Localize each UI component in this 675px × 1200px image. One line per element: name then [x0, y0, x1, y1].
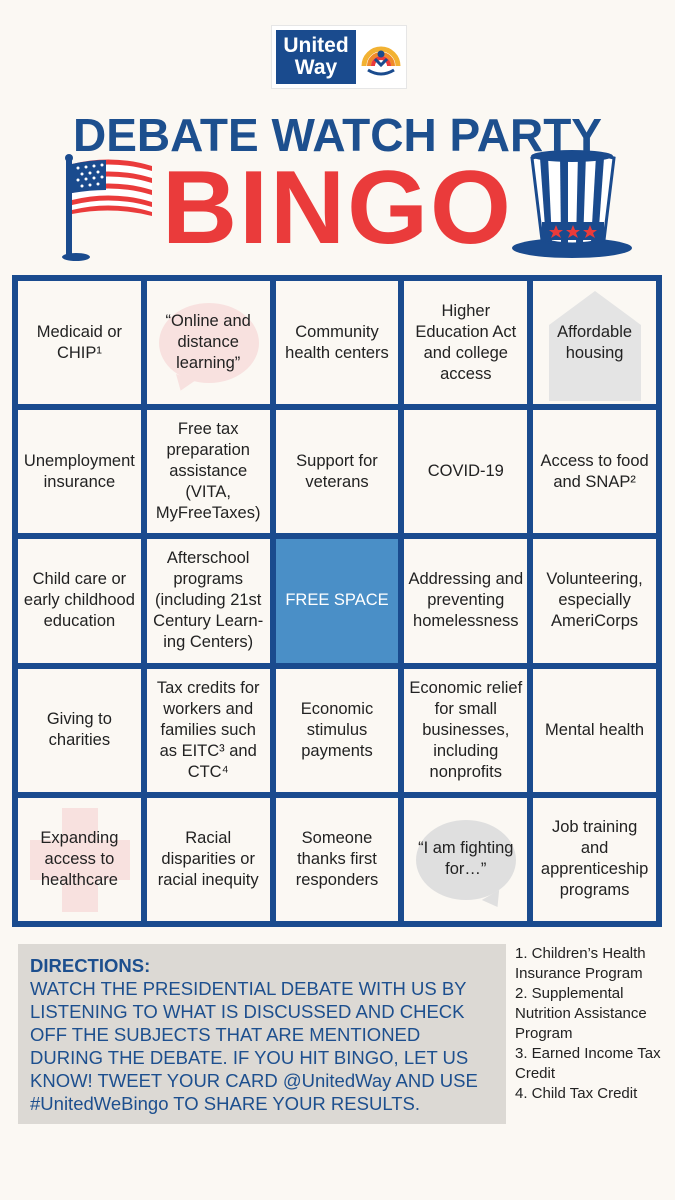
square-label: FREE SPACE: [285, 591, 389, 610]
page-title: DEBATE WATCH PARTY: [73, 109, 602, 161]
bingo-square[interactable]: Giving to charities: [18, 668, 141, 792]
us-flag-icon: [62, 154, 152, 261]
united-way-logo: United Way: [272, 26, 406, 88]
bingo-card: Medicaid or CHIP¹ “Online and distance l…: [12, 275, 662, 927]
square-label: Unemployment insurance: [23, 451, 135, 491]
square-label: Free tax preparation assistance (VITA, M…: [155, 420, 261, 523]
bingo-square[interactable]: Affordable housing: [533, 281, 656, 405]
square-label: Addressing and preventing homelessness: [408, 570, 524, 631]
square-label: Expanding access to healthcare: [40, 828, 119, 889]
square-label: Economic stimulus payments: [300, 699, 374, 760]
bingo-square[interactable]: COVID-19: [404, 410, 528, 534]
united-way-hand-icon: [361, 46, 401, 76]
bingo-square[interactable]: Medicaid or CHIP¹: [18, 281, 141, 405]
bingo-square[interactable]: Child care or early childhood education: [18, 539, 141, 663]
square-label: Someone thanks first responders: [295, 828, 379, 889]
bingo-square[interactable]: Addressing and preventing homelessness: [404, 539, 528, 663]
bingo-square[interactable]: Mental health: [533, 668, 656, 792]
bingo-square[interactable]: Economic stimulus payments: [275, 668, 399, 792]
logo-wordmark: United Way: [276, 30, 356, 84]
bingo-square[interactable]: Access to food and SNAP²: [533, 410, 656, 534]
bingo-square[interactable]: Tax credits for workers and families suc…: [146, 668, 270, 792]
bingo-square[interactable]: Volunteering, especially AmeriCorps: [533, 539, 656, 663]
footnote-3: 3. Earned Income Tax Credit: [515, 1045, 661, 1082]
square-label: Tax credits for workers and families suc…: [156, 678, 260, 781]
bingo-square[interactable]: Someone thanks first responders: [275, 797, 399, 921]
bingo-square[interactable]: Economic relief for small businesses, in…: [404, 668, 528, 792]
bingo-square[interactable]: Job training and apprenticeship programs: [533, 797, 656, 921]
directions-text: WATCH THE PRESIDENTIAL DEBATE WITH US BY…: [30, 978, 478, 1114]
bingo-square[interactable]: Racial disparities or racial inequity: [146, 797, 270, 921]
bingo-square[interactable]: Support for veterans: [275, 410, 399, 534]
house-icon: [549, 291, 642, 401]
bingo-square[interactable]: “I am fighting for…”: [404, 797, 528, 921]
speech-bubble-icon: [416, 819, 517, 900]
footnote-1: 1. Children’s Health Insurance Program: [515, 945, 646, 982]
square-label: “I am fighting for…”: [418, 839, 514, 879]
square-label: Giving to charities: [46, 710, 112, 750]
square-label: Higher Education Act and college access: [415, 301, 517, 383]
bingo-square[interactable]: Community health centers: [275, 281, 399, 405]
free-space-square[interactable]: FREE SPACE: [275, 539, 399, 663]
bingo-square[interactable]: “Online and distance learning”: [146, 281, 270, 405]
bingo-square[interactable]: Free tax preparation assistance (VITA, M…: [146, 410, 270, 534]
square-label: Affordable housing: [557, 322, 633, 362]
square-label: Support for veterans: [296, 451, 378, 491]
square-label: Economic relief for small businesses, in…: [409, 678, 523, 781]
footnotes: 1. Children’s Health Insurance Program 2…: [515, 944, 673, 1104]
square-label: Access to food and SNAP²: [540, 451, 649, 491]
directions-heading: DIRECTIONS:: [30, 955, 151, 976]
directions-box: DIRECTIONS: WATCH THE PRESIDENTIAL DEBAT…: [18, 944, 506, 1124]
bingo-square[interactable]: Afterschool programs (including 21st Cen…: [146, 539, 270, 663]
square-label: Child care or early childhood education: [23, 570, 135, 631]
logo-line-1: United: [283, 34, 349, 57]
square-label: Medicaid or CHIP¹: [36, 322, 123, 362]
footnote-2: 2. Supplemental Nutrition Assistance Pro…: [515, 985, 647, 1042]
bingo-square[interactable]: Higher Education Act and college access: [404, 281, 528, 405]
square-label: Afterschool programs (including 21st Cen…: [153, 549, 264, 652]
red-cross-icon: [30, 807, 130, 912]
square-label: Racial disparities or racial inequity: [157, 828, 259, 889]
bingo-square[interactable]: Unemployment insurance: [18, 410, 141, 534]
square-label: COVID-19: [427, 462, 504, 481]
square-label: “Online and distance learning”: [165, 312, 251, 373]
footnote-4: 4. Child Tax Credit: [515, 1085, 638, 1102]
speech-bubble-icon: [158, 303, 259, 383]
bingo-title: BINGO: [162, 150, 513, 266]
square-label: Community health centers: [285, 322, 389, 362]
logo-line-2: Way: [294, 56, 338, 79]
square-label: Mental health: [545, 720, 645, 739]
bingo-square[interactable]: Expanding access to healthcare: [18, 797, 141, 921]
square-label: Job training and apprenticeship programs: [540, 818, 649, 900]
square-label: Volunteering, especially AmeriCorps: [546, 570, 643, 631]
uncle-sam-hat-icon: [512, 150, 632, 258]
